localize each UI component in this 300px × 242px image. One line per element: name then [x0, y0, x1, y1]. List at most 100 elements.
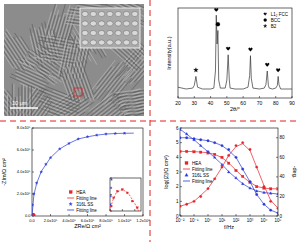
lamella	[46, 12, 52, 33]
chart-panel: 10⁻²10⁻¹10⁰10¹10²10³10⁴10⁵01234560204060…	[163, 126, 298, 230]
lamella	[13, 37, 26, 57]
series-line	[180, 138, 278, 213]
y-tick-label: 2.0x10⁵	[17, 191, 31, 196]
y-axis-label: Intensity(a.u.)	[166, 36, 172, 69]
precipitate	[90, 11, 96, 16]
lamella	[97, 64, 124, 98]
lamella	[46, 86, 75, 98]
lamella	[58, 5, 70, 47]
legend-label: HEA	[192, 161, 201, 166]
series-group	[180, 128, 278, 214]
y-tick	[32, 128, 34, 129]
data-point	[214, 8, 218, 11]
legend-swatch	[183, 169, 190, 170]
precipitate	[115, 30, 121, 35]
data-point	[249, 48, 253, 51]
precipitate	[90, 40, 96, 45]
y-tick	[110, 194, 112, 195]
plot-frame	[32, 128, 143, 216]
precipitate	[82, 21, 88, 26]
lamella	[93, 97, 112, 112]
lamella	[21, 37, 30, 50]
precipitate	[132, 40, 138, 45]
x-tick	[178, 96, 179, 98]
precipitate	[82, 40, 88, 45]
lamella	[15, 74, 44, 87]
separator	[0, 121, 300, 122]
x-tick-label: 40	[208, 100, 214, 106]
data-point	[110, 195, 112, 197]
figure: 10 μm20304050607080902θ/°Intensity(a.u.)…	[0, 0, 300, 242]
data-point	[276, 69, 280, 72]
legend: HEAFitting line316L SSFitting line	[183, 161, 213, 184]
lamella	[4, 36, 22, 71]
y-tick	[110, 178, 112, 179]
legend-label: 316L SS	[192, 173, 209, 178]
precipitate	[132, 11, 138, 16]
x-tick-label: 8.0x10⁵	[99, 218, 113, 223]
lamella	[115, 88, 144, 93]
legend-label: Fitting line	[76, 208, 97, 213]
lamella	[126, 105, 144, 108]
plot-frame	[178, 8, 292, 98]
precipitate	[123, 30, 129, 35]
legend-swatch	[263, 24, 266, 27]
x-tick-label: 1.0x10⁶	[118, 218, 132, 223]
lamella	[65, 36, 75, 82]
x-tick	[210, 96, 211, 98]
lamella	[35, 65, 49, 75]
zoom-box	[74, 88, 82, 96]
precipitate	[115, 40, 121, 45]
x-tick	[106, 214, 107, 216]
y-tick	[180, 201, 182, 202]
lamella	[72, 4, 106, 8]
x-tick-label: 80	[273, 100, 279, 106]
x-tick	[259, 96, 260, 98]
lamella	[7, 95, 8, 116]
lamella	[29, 92, 30, 116]
x-tick-label: 30	[192, 100, 198, 106]
precipitate	[123, 21, 129, 26]
x-tick	[243, 96, 244, 98]
lamella	[75, 58, 91, 102]
legend-label: Fitting line	[192, 167, 213, 172]
y-tick-label: 6	[176, 126, 179, 131]
x-tick-label: 60	[240, 100, 246, 106]
lamella	[4, 99, 7, 116]
y2-tick-label: 60	[280, 155, 286, 160]
lamella	[4, 44, 14, 67]
y2-tick	[276, 196, 278, 197]
x-tick	[264, 214, 265, 216]
x-tick	[124, 214, 125, 216]
lamella	[37, 107, 69, 116]
legend-label: B2	[271, 24, 277, 29]
precipitate	[107, 11, 113, 16]
x-tick-label: 10⁴	[261, 218, 268, 223]
lamella	[120, 101, 144, 105]
y-tick-label: 0	[176, 214, 179, 219]
data-point	[194, 68, 199, 72]
chart-panel	[109, 178, 141, 211]
x-tick	[236, 214, 237, 216]
y2-tick-label: 40	[280, 174, 286, 179]
lamella	[4, 100, 9, 116]
chart-panel: 20304050607080902θ/°Intensity(a.u.)L1₂ F…	[166, 8, 295, 112]
x-tick-label: 10²	[233, 218, 240, 223]
x-axis-label: f/Hz	[224, 224, 234, 230]
y2-tick	[276, 157, 278, 158]
precipitate	[115, 11, 121, 16]
lamella	[75, 62, 88, 98]
x-tick	[180, 214, 181, 216]
lamella	[72, 45, 78, 74]
y-tick-label: 5	[176, 140, 179, 145]
lamella	[62, 77, 69, 96]
lamella	[25, 59, 57, 83]
x-tick	[275, 96, 276, 98]
x-tick	[134, 209, 135, 211]
lamella	[106, 37, 141, 69]
y-tick	[180, 186, 182, 187]
precipitate	[90, 30, 96, 35]
lamella	[86, 92, 120, 116]
lamella	[31, 86, 32, 116]
x-tick-label: 1.2x10⁶	[136, 218, 150, 223]
